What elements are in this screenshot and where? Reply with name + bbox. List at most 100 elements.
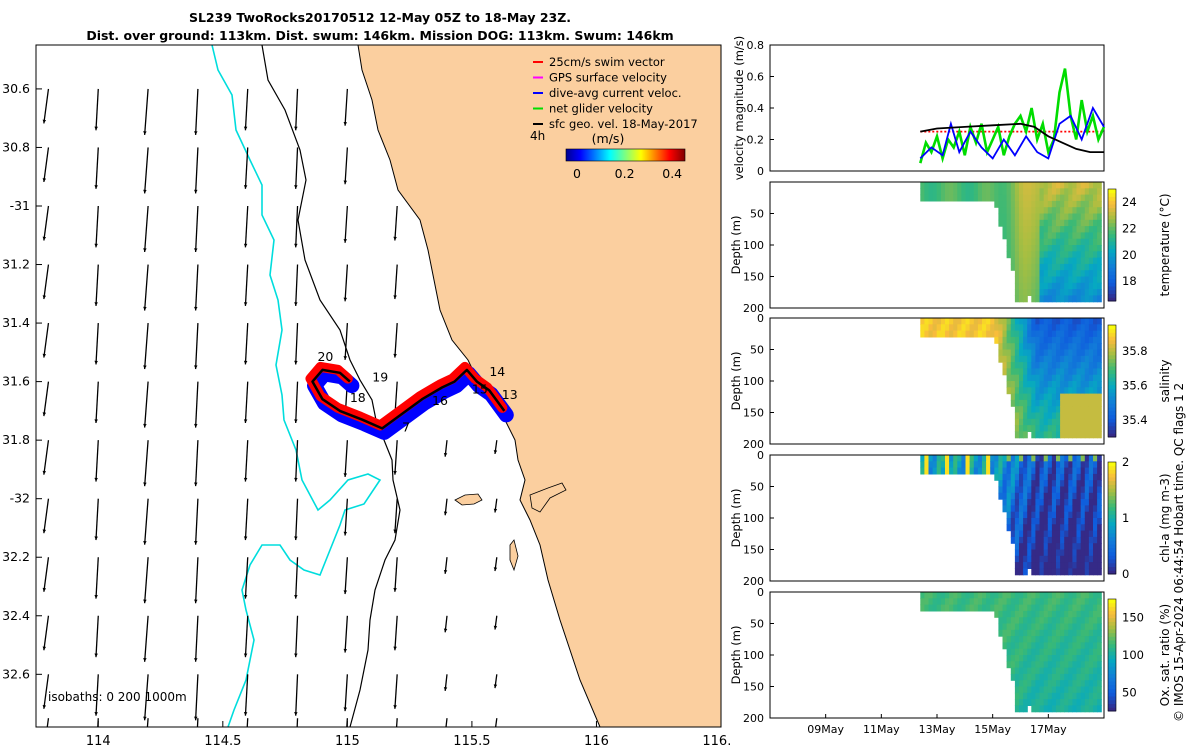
section-cell xyxy=(1035,505,1041,513)
section-cell xyxy=(1002,505,1008,513)
section-cell xyxy=(1056,505,1061,513)
section-cell xyxy=(1093,549,1098,557)
section-cell xyxy=(1076,555,1082,563)
section-cell xyxy=(1093,251,1098,259)
colorbar-step xyxy=(1108,525,1116,530)
section-cell xyxy=(1010,245,1016,252)
section-cell xyxy=(1097,270,1102,278)
section-cell xyxy=(1027,226,1032,233)
section-cell xyxy=(961,182,967,189)
section-cell xyxy=(945,461,950,469)
section-cell xyxy=(1014,425,1020,432)
section-cell xyxy=(1064,629,1069,637)
section-cell xyxy=(1064,232,1069,240)
section-cell xyxy=(1023,393,1028,401)
colorbar-step xyxy=(1108,192,1116,197)
section-cell xyxy=(1064,661,1069,669)
section-cell xyxy=(1064,673,1069,681)
date-tick-label: 11May xyxy=(863,723,900,736)
section-cell xyxy=(1014,238,1020,246)
section-cell xyxy=(1014,393,1020,401)
section-cell xyxy=(1039,667,1045,675)
section-cell xyxy=(1006,330,1012,338)
section-cell xyxy=(1023,282,1028,290)
section-cell xyxy=(1076,226,1082,233)
section-cell xyxy=(1056,686,1061,694)
section-cell xyxy=(1088,636,1094,643)
section-cell xyxy=(1068,511,1073,519)
section-cell xyxy=(998,188,1004,196)
section-cell xyxy=(1080,374,1086,382)
section-cell xyxy=(1031,480,1036,488)
section-cell xyxy=(1068,629,1073,637)
section-cell xyxy=(1068,592,1073,599)
colorbar-step xyxy=(1108,347,1116,352)
section-cell xyxy=(1060,330,1065,338)
section-cell xyxy=(1019,680,1024,688)
section-cell xyxy=(1064,623,1069,631)
current-vector xyxy=(295,440,299,482)
section-cell xyxy=(1010,257,1016,265)
section-cell xyxy=(1039,562,1045,569)
section-cell xyxy=(1097,406,1102,414)
section-cell xyxy=(1060,636,1065,643)
section-cell xyxy=(986,188,991,196)
section-cell xyxy=(1035,518,1041,525)
section-cell xyxy=(1039,467,1045,475)
current-vector-head xyxy=(42,295,47,300)
section-cell xyxy=(1035,200,1041,208)
island-garden xyxy=(509,539,519,572)
section-cell xyxy=(1019,673,1024,681)
section-cell xyxy=(1039,226,1045,233)
section-cell xyxy=(1043,673,1049,681)
section-cell xyxy=(1080,536,1086,544)
section-cell xyxy=(1080,238,1086,246)
section-cell xyxy=(928,188,934,196)
section-cell xyxy=(1064,406,1069,414)
section-cell xyxy=(1047,276,1053,284)
section-cell xyxy=(1060,362,1065,369)
section-cell xyxy=(1010,387,1016,395)
colorbar-step xyxy=(1108,282,1116,287)
section-cell xyxy=(1039,418,1045,426)
section-cell xyxy=(1035,406,1041,414)
current-vector-head xyxy=(443,452,448,457)
section-cell xyxy=(1019,499,1024,506)
section-cell xyxy=(1027,492,1032,500)
section-cell xyxy=(1014,623,1020,631)
section-cell xyxy=(1027,536,1032,544)
section-cell xyxy=(1084,592,1090,599)
section-cell xyxy=(1051,251,1057,259)
section-cell xyxy=(1064,648,1069,656)
section-cell xyxy=(982,455,987,462)
section-cell xyxy=(1006,318,1012,325)
section-cell xyxy=(1031,276,1036,284)
date-tick-label: 09May xyxy=(807,723,844,736)
day-label: 16 xyxy=(432,393,448,408)
section-cell xyxy=(1097,455,1102,462)
section-cell xyxy=(965,194,971,202)
section-cell xyxy=(949,467,954,475)
section-cell xyxy=(1035,368,1041,376)
section-cell xyxy=(1072,642,1078,650)
colorbar-step xyxy=(1108,248,1116,253)
section-cell xyxy=(1060,699,1065,706)
section-cell xyxy=(1080,257,1086,265)
section-cell xyxy=(1006,324,1012,332)
section-cell xyxy=(1080,282,1086,290)
section-cell xyxy=(1072,387,1078,395)
section-cell xyxy=(1060,324,1065,332)
section-cell xyxy=(1047,336,1053,344)
current-vector-head xyxy=(42,178,47,182)
section-cell xyxy=(1097,381,1102,388)
section-cell xyxy=(1010,499,1016,506)
current-vector-head xyxy=(143,248,147,252)
section-cell xyxy=(1014,604,1020,612)
section-cell xyxy=(1010,393,1016,401)
section-cell xyxy=(1088,406,1094,414)
section-cell xyxy=(957,194,962,202)
section-cell xyxy=(1064,467,1069,475)
section-cell xyxy=(940,604,946,612)
current-vector xyxy=(143,88,149,135)
